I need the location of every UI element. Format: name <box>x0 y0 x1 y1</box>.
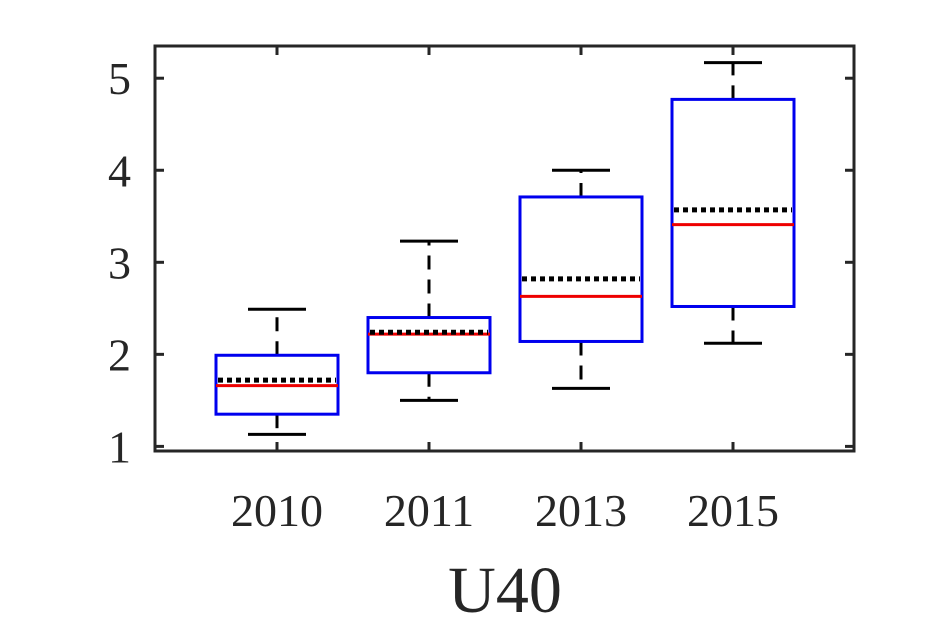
iqr-box <box>518 195 644 343</box>
ticks-layer: 1 2 3 4 5 2010 2011 2013 2015 <box>108 46 854 536</box>
x-tick-label: 2015 <box>687 485 779 536</box>
x-tick-label: 2011 <box>384 485 474 536</box>
boxes-layer <box>214 61 796 436</box>
box-group-2015 <box>670 61 796 345</box>
y-tick-label: 1 <box>108 421 131 472</box>
y-tick-label: 3 <box>108 237 131 288</box>
x-tick-label: 2013 <box>535 485 627 536</box>
y-tick-label: 5 <box>108 53 131 104</box>
iqr-box <box>366 316 492 375</box>
box-group-2011 <box>366 239 492 402</box>
x-axis-label: U40 <box>448 554 562 627</box>
x-tick-label: 2010 <box>231 485 323 536</box>
box-group-2013 <box>518 168 644 390</box>
plot-frame <box>153 44 856 453</box>
iqr-box <box>670 97 796 308</box>
box-group-2010 <box>214 307 340 436</box>
y-tick-label: 4 <box>108 145 131 196</box>
y-tick-label: 2 <box>108 329 131 380</box>
